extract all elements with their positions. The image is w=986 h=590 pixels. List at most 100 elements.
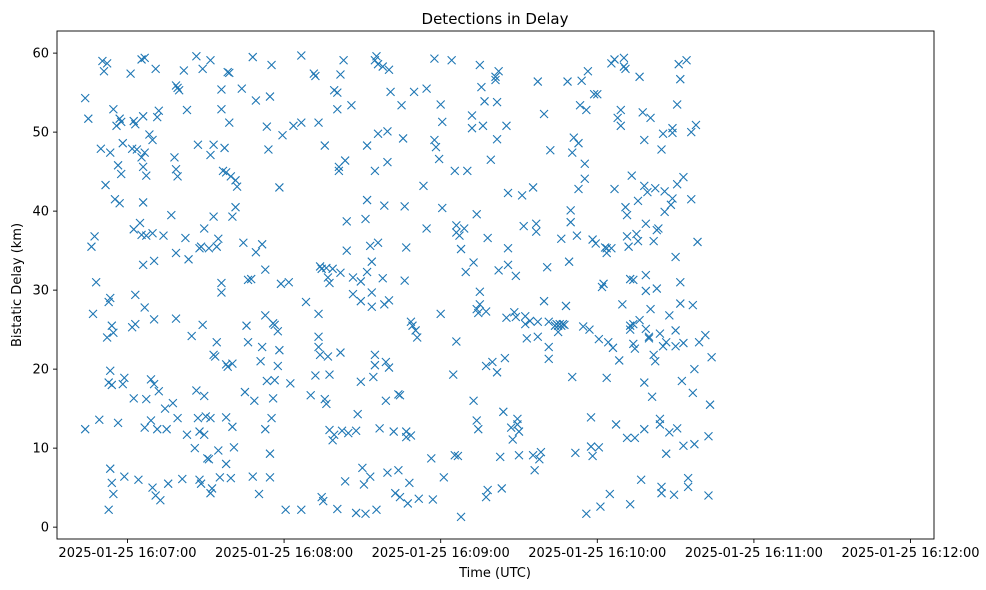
data-point xyxy=(596,502,605,511)
data-point xyxy=(318,496,328,506)
data-point xyxy=(137,153,146,162)
data-point xyxy=(314,342,323,352)
data-point xyxy=(519,221,529,231)
data-point xyxy=(262,376,272,386)
data-point xyxy=(672,100,682,109)
data-point xyxy=(589,89,599,99)
data-point xyxy=(217,288,226,297)
data-point xyxy=(553,327,563,337)
data-point xyxy=(325,278,334,288)
data-point xyxy=(383,157,392,167)
data-point xyxy=(586,412,596,422)
data-point xyxy=(632,229,641,239)
data-point xyxy=(140,423,150,432)
data-point xyxy=(361,214,370,224)
data-point xyxy=(98,56,107,66)
data-point xyxy=(383,126,392,136)
data-point xyxy=(627,171,637,180)
data-point xyxy=(646,113,655,123)
data-point xyxy=(585,325,594,335)
data-point xyxy=(361,509,370,519)
data-point xyxy=(581,509,591,519)
data-point xyxy=(370,360,380,370)
data-point xyxy=(198,320,208,330)
data-point xyxy=(608,343,618,353)
data-point xyxy=(688,300,698,310)
data-point xyxy=(422,84,431,94)
x-tick-label: 2025-01-25 16:12:00 xyxy=(841,546,979,561)
data-point xyxy=(395,390,405,400)
data-point xyxy=(320,394,330,404)
data-point xyxy=(525,316,535,326)
data-point xyxy=(193,413,203,423)
data-point xyxy=(166,210,176,220)
data-point xyxy=(437,117,447,127)
data-point xyxy=(671,341,680,351)
data-point xyxy=(155,495,165,505)
data-point xyxy=(274,183,284,192)
data-point xyxy=(362,267,372,277)
data-point xyxy=(154,106,164,116)
data-point xyxy=(456,244,466,254)
data-point xyxy=(610,55,619,64)
data-point xyxy=(320,141,330,150)
data-point xyxy=(509,307,519,317)
data-point xyxy=(342,246,352,256)
data-point xyxy=(386,87,395,97)
data-point xyxy=(586,442,596,451)
data-point xyxy=(578,322,588,331)
data-point xyxy=(107,478,117,488)
data-point xyxy=(274,345,284,355)
data-point xyxy=(148,228,157,238)
data-point xyxy=(675,277,685,287)
data-point xyxy=(148,483,157,493)
x-tick-label: 2025-01-25 16:07:00 xyxy=(58,546,196,561)
data-point xyxy=(503,260,513,270)
data-point xyxy=(611,420,621,429)
data-point xyxy=(434,154,444,164)
data-point xyxy=(437,203,447,213)
data-point xyxy=(315,350,325,360)
data-point xyxy=(296,51,306,60)
data-point xyxy=(700,330,710,340)
data-point xyxy=(480,96,489,106)
data-point xyxy=(273,326,283,336)
data-point xyxy=(148,135,157,145)
data-point xyxy=(545,145,555,155)
data-point xyxy=(577,76,587,86)
data-point xyxy=(672,179,682,189)
data-point xyxy=(594,442,604,452)
data-point xyxy=(459,224,469,233)
data-point xyxy=(224,68,234,78)
data-point xyxy=(323,273,333,282)
data-point xyxy=(450,166,460,176)
data-point xyxy=(472,416,482,425)
data-point xyxy=(563,77,572,86)
data-point xyxy=(635,72,644,82)
data-point xyxy=(206,55,215,65)
data-point xyxy=(636,475,646,485)
data-point xyxy=(357,463,367,473)
data-point xyxy=(149,379,159,389)
data-point xyxy=(138,162,148,172)
data-point xyxy=(314,332,323,342)
data-point xyxy=(268,393,278,403)
data-point xyxy=(691,120,701,130)
data-point xyxy=(113,160,123,170)
data-point xyxy=(625,499,635,509)
data-point xyxy=(226,473,236,483)
data-point xyxy=(481,492,491,502)
data-point xyxy=(419,181,428,191)
data-point xyxy=(273,361,283,371)
data-point xyxy=(513,420,522,429)
data-point xyxy=(101,180,110,190)
data-point xyxy=(342,217,352,226)
data-point xyxy=(251,96,261,105)
data-point xyxy=(657,145,666,154)
data-point xyxy=(223,362,233,372)
data-point xyxy=(340,156,350,165)
data-point xyxy=(539,296,549,306)
data-point xyxy=(160,404,170,414)
data-point xyxy=(140,303,150,312)
data-point xyxy=(669,490,679,500)
